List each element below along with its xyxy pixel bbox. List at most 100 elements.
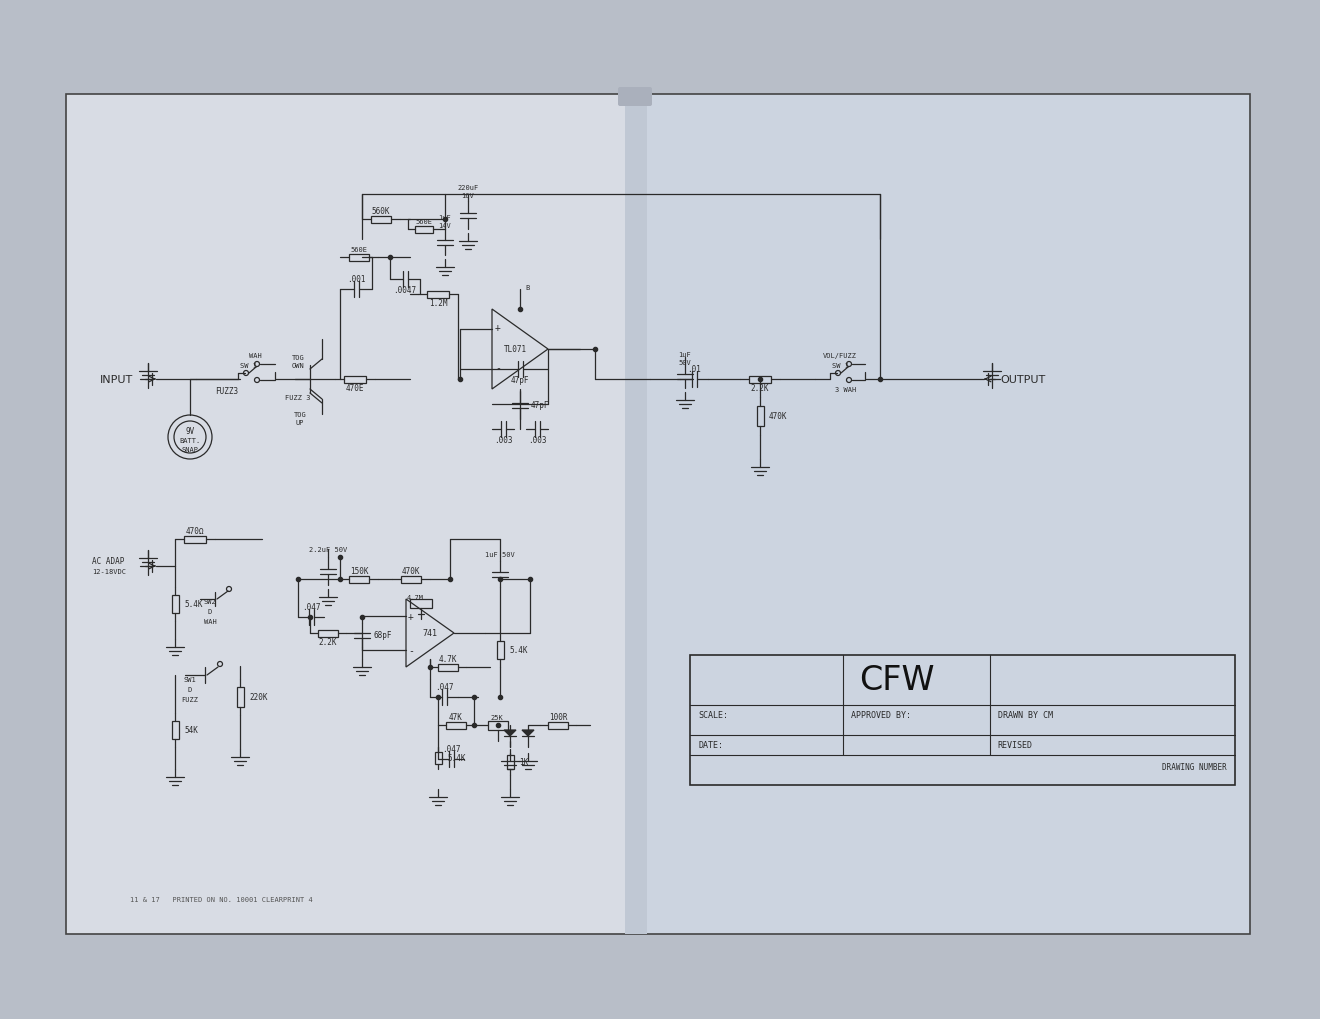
Text: +: + xyxy=(408,611,414,622)
Text: AC ADAP: AC ADAP xyxy=(92,557,124,566)
Text: 1uF 50V: 1uF 50V xyxy=(486,551,515,557)
Bar xyxy=(400,576,421,583)
Text: 16V: 16V xyxy=(462,193,474,199)
Text: 68pF: 68pF xyxy=(374,631,392,640)
Polygon shape xyxy=(521,731,535,737)
Text: 25K: 25K xyxy=(490,714,503,720)
Bar xyxy=(446,721,466,729)
Bar xyxy=(371,216,392,223)
Text: SW1: SW1 xyxy=(183,677,197,683)
Text: 12-18VDC: 12-18VDC xyxy=(92,569,125,575)
Text: INPUT: INPUT xyxy=(100,375,133,384)
Text: 560E: 560E xyxy=(416,219,433,225)
FancyBboxPatch shape xyxy=(618,88,652,107)
Text: DRAWN BY CM: DRAWN BY CM xyxy=(998,711,1053,719)
Text: 50V: 50V xyxy=(678,360,692,366)
Bar xyxy=(507,755,513,769)
Text: DRAWING NUMBER: DRAWING NUMBER xyxy=(1162,763,1228,771)
Bar xyxy=(348,255,370,261)
Text: .047: .047 xyxy=(442,745,461,754)
Text: 2.2K: 2.2K xyxy=(318,638,337,647)
Bar xyxy=(690,655,1236,786)
Text: WAH: WAH xyxy=(203,619,216,625)
Text: 4.7M: 4.7M xyxy=(407,594,424,600)
Text: 14V: 14V xyxy=(438,223,451,229)
Text: .047: .047 xyxy=(434,683,453,692)
Text: TOG: TOG xyxy=(293,412,306,418)
Text: 560K: 560K xyxy=(372,207,391,216)
Text: FUZZ 3: FUZZ 3 xyxy=(285,394,310,400)
Text: .003: .003 xyxy=(528,436,546,445)
Bar xyxy=(624,95,647,934)
Text: D: D xyxy=(187,687,193,692)
Text: WAH: WAH xyxy=(248,353,261,359)
Text: 1K: 1K xyxy=(519,758,528,766)
Text: 5.4K: 5.4K xyxy=(447,754,466,763)
Text: OUTPUT: OUTPUT xyxy=(1001,375,1045,384)
Bar xyxy=(636,95,1250,934)
Text: 1uF: 1uF xyxy=(678,352,692,358)
Bar xyxy=(411,599,432,608)
Text: +: + xyxy=(495,323,500,332)
Bar xyxy=(438,663,458,671)
Text: 2.2uF 50V: 2.2uF 50V xyxy=(309,546,347,552)
Text: -: - xyxy=(495,363,500,373)
Text: .01: .01 xyxy=(688,365,701,374)
Text: 470E: 470E xyxy=(346,384,364,393)
Text: 3 WAH: 3 WAH xyxy=(836,386,857,392)
Bar xyxy=(756,407,763,427)
Bar xyxy=(748,376,771,383)
Text: B: B xyxy=(525,284,529,290)
Text: 9V: 9V xyxy=(185,427,194,436)
Text: BATT.: BATT. xyxy=(180,437,201,443)
Text: FUZZ3: FUZZ3 xyxy=(215,387,238,396)
Text: 47K: 47K xyxy=(449,713,463,721)
Polygon shape xyxy=(504,731,516,737)
Text: TOG: TOG xyxy=(292,355,305,361)
Text: 1.2M: 1.2M xyxy=(429,300,447,308)
Bar xyxy=(496,641,503,659)
Text: 220uF: 220uF xyxy=(457,184,479,191)
Text: .0047: .0047 xyxy=(393,286,417,296)
Text: TL071: TL071 xyxy=(503,345,527,355)
Text: 470K: 470K xyxy=(770,412,788,421)
Text: 54K: 54K xyxy=(183,726,198,735)
Text: 560E: 560E xyxy=(351,247,367,253)
Text: SNAP: SNAP xyxy=(182,446,198,452)
Bar xyxy=(345,376,366,383)
Text: 2.2K: 2.2K xyxy=(751,384,770,393)
Text: -: - xyxy=(408,645,414,655)
Text: DATE:: DATE: xyxy=(698,741,723,750)
Bar xyxy=(172,595,178,613)
Text: 5.4K: 5.4K xyxy=(183,600,202,609)
Text: .001: .001 xyxy=(347,275,366,284)
Text: 100R: 100R xyxy=(549,713,568,721)
Text: SW 1: SW 1 xyxy=(240,363,257,369)
Text: 741: 741 xyxy=(422,629,437,638)
Text: .003: .003 xyxy=(494,436,512,445)
Bar xyxy=(488,721,508,731)
Text: 47pF: 47pF xyxy=(511,376,529,385)
Text: 150K: 150K xyxy=(350,567,368,576)
Text: OWN: OWN xyxy=(292,363,305,369)
Bar xyxy=(236,688,243,707)
Bar xyxy=(416,226,433,233)
Text: 1uF: 1uF xyxy=(438,215,451,221)
Bar xyxy=(426,291,449,299)
Text: 470Ω: 470Ω xyxy=(186,527,205,536)
Bar xyxy=(66,95,1250,934)
Bar xyxy=(318,630,338,637)
Text: UP: UP xyxy=(296,420,304,426)
Text: SCALE:: SCALE: xyxy=(698,711,729,719)
Text: 11 & 17   PRINTED ON NO. 10001 CLEARPRINT 4: 11 & 17 PRINTED ON NO. 10001 CLEARPRINT … xyxy=(129,896,313,902)
Text: D: D xyxy=(207,608,213,614)
Bar xyxy=(434,752,441,764)
Bar xyxy=(348,576,370,583)
Text: 4.7K: 4.7K xyxy=(438,655,457,663)
Text: CFW: CFW xyxy=(859,663,935,697)
Bar xyxy=(66,95,636,934)
Text: REVISED: REVISED xyxy=(998,741,1032,750)
Text: SW2: SW2 xyxy=(203,598,216,604)
Bar xyxy=(183,536,206,543)
Text: .047: .047 xyxy=(302,603,321,611)
